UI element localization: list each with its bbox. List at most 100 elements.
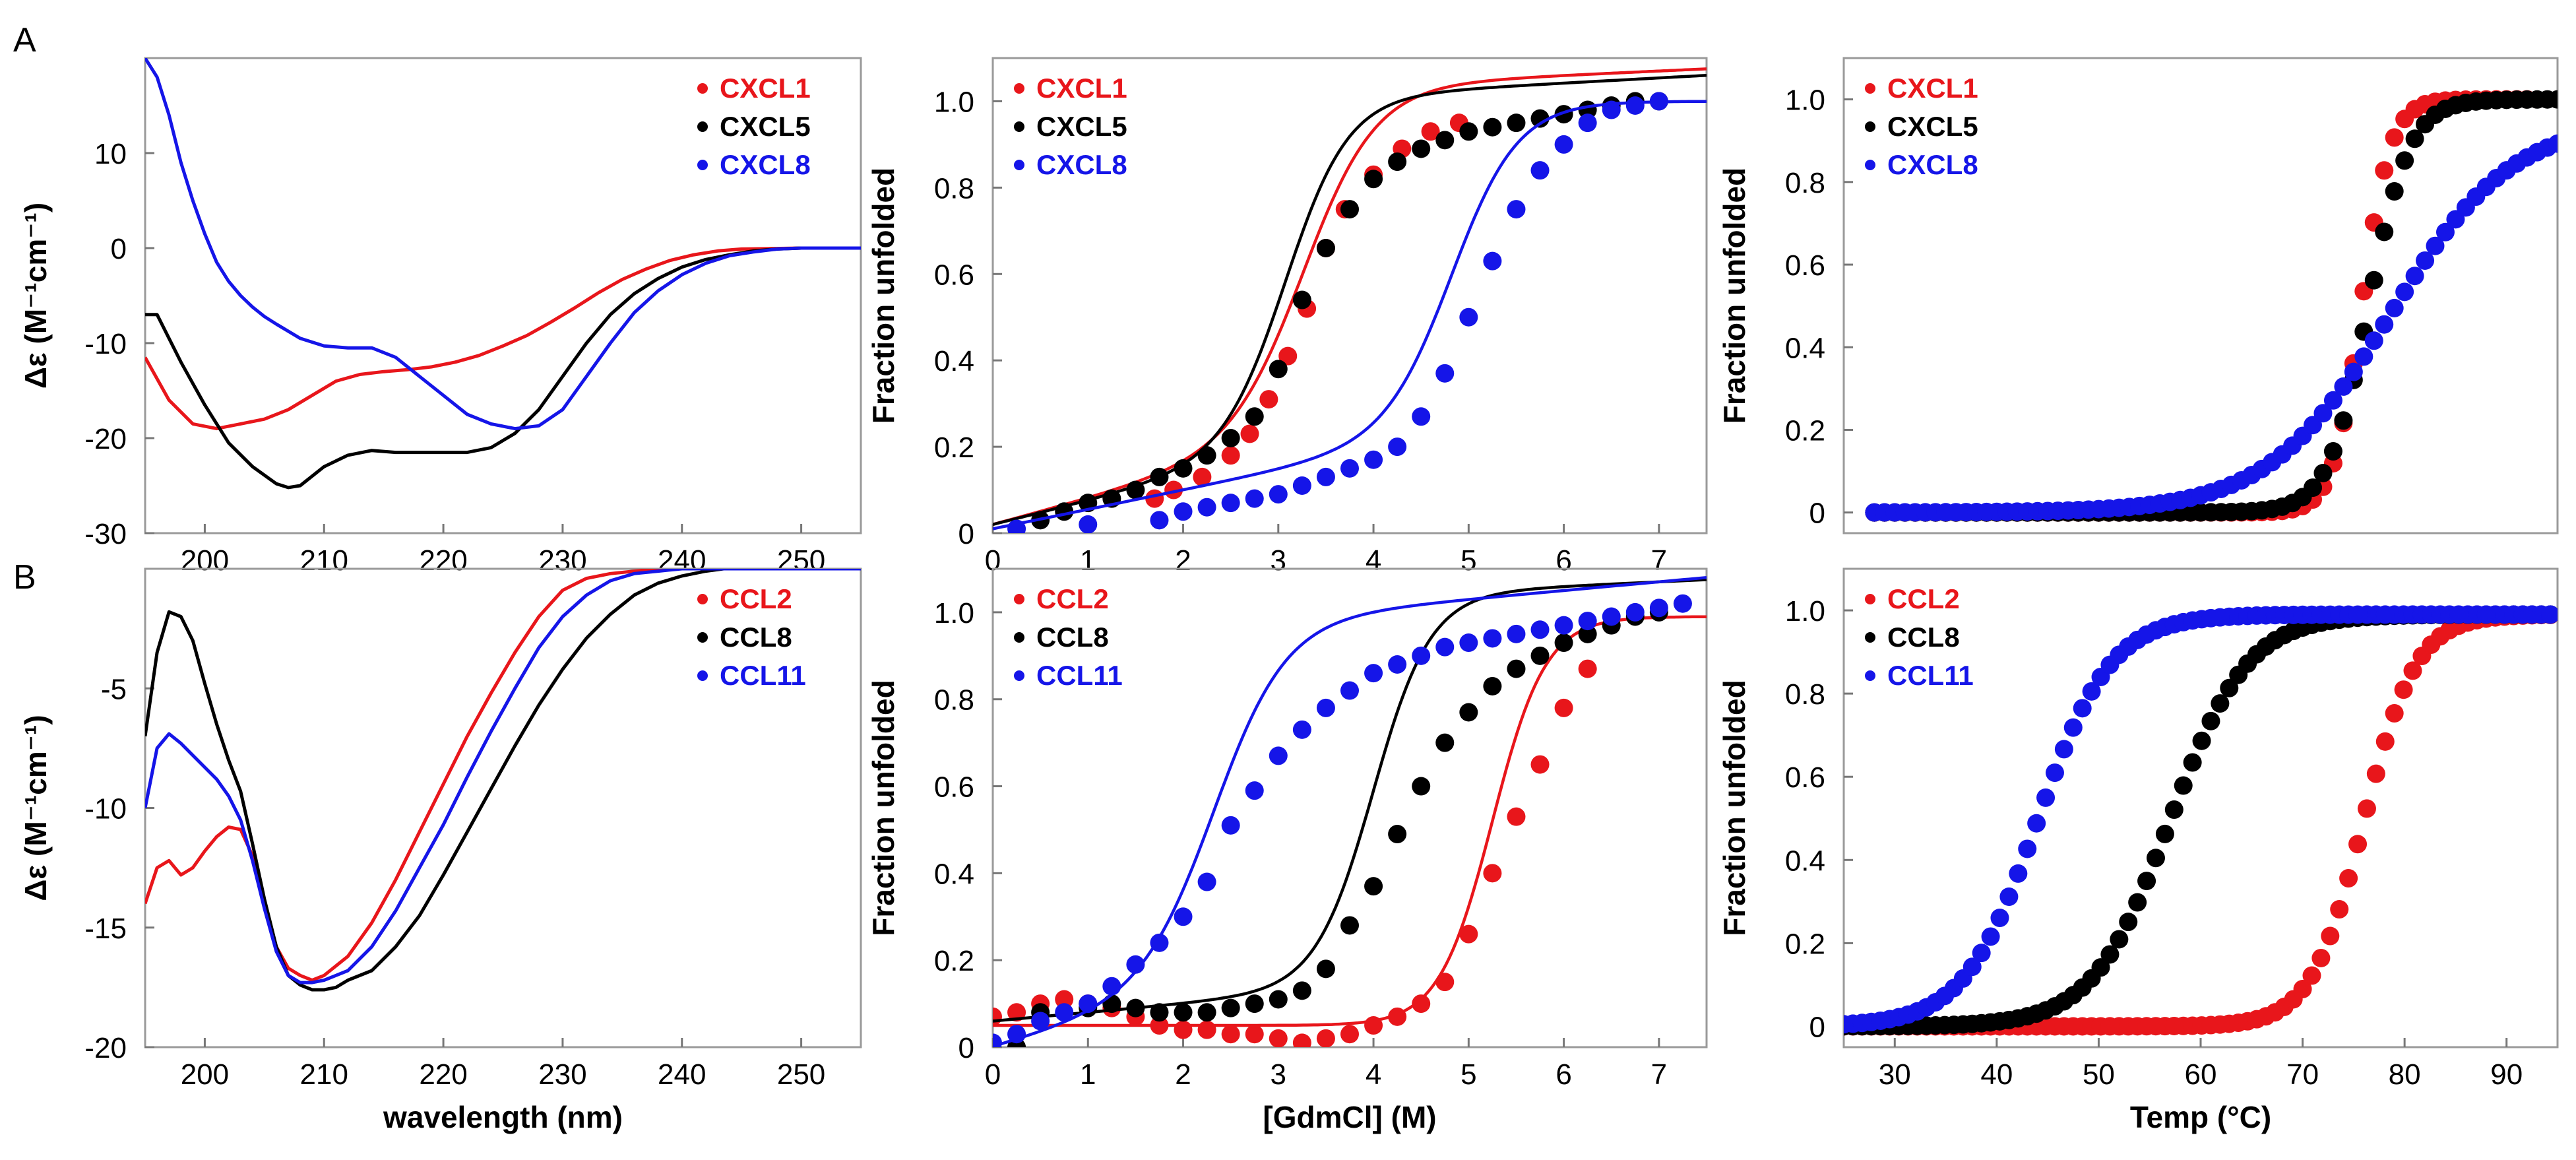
- data-point-cxcl1: [1259, 390, 1278, 409]
- data-point-ccl2: [1340, 1025, 1359, 1044]
- x-tick-label: 50: [2083, 1058, 2115, 1091]
- data-point-ccl8: [1316, 959, 1335, 979]
- y-tick-label: 1.0: [934, 597, 974, 629]
- data-point-cxcl8: [1245, 489, 1264, 508]
- data-point-cxcl8: [2344, 362, 2363, 381]
- data-point-cxcl8: [2548, 134, 2558, 153]
- data-point-cxcl8: [1221, 494, 1240, 513]
- data-point-ccl2: [2366, 764, 2385, 783]
- data-point-ccl11: [1578, 612, 1597, 631]
- data-point-cxcl5: [1316, 239, 1335, 257]
- data-point-cxcl8: [1649, 92, 1668, 111]
- plot-frame: [144, 57, 862, 534]
- data-point-ccl2: [1459, 924, 1478, 944]
- x-tick-label: 200: [181, 1058, 229, 1091]
- data-point-ccl8: [2183, 753, 2202, 772]
- legend-label-ccl8: CCL8: [1036, 622, 1109, 653]
- data-point-ccl11: [2045, 763, 2064, 783]
- data-point-cxcl8: [2354, 347, 2373, 366]
- data-point-ccl8: [1412, 777, 1431, 796]
- data-point-ccl8: [1292, 981, 1311, 1000]
- data-point-ccl8: [2119, 913, 2138, 932]
- data-point-cxcl8: [1007, 519, 1026, 533]
- data-point-ccl8: [1340, 916, 1359, 935]
- y-tick-label: -5: [101, 673, 127, 705]
- x-tick-label: 6: [1555, 544, 1571, 577]
- data-point-cxcl8: [1483, 251, 1502, 271]
- data-point-ccl8: [2192, 731, 2211, 750]
- x-tick-label: 210: [300, 1058, 348, 1091]
- data-point-ccl11: [1412, 646, 1431, 665]
- data-point-ccl11: [1174, 907, 1193, 926]
- data-point-cxcl8: [1459, 307, 1478, 327]
- x-tick-label: 1: [1080, 544, 1096, 577]
- data-point-ccl11: [2009, 864, 2028, 883]
- data-point-cxcl1: [1164, 480, 1183, 499]
- data-point-cxcl8: [1625, 96, 1645, 115]
- data-point-ccl2: [1150, 1016, 1169, 1035]
- x-tick-label: 1: [1080, 1058, 1096, 1091]
- y-tick-label: -10: [84, 328, 127, 360]
- data-point-ccl11: [1292, 720, 1311, 739]
- data-point-ccl2: [2385, 704, 2404, 723]
- data-point-ccl8: [2091, 958, 2110, 977]
- data-point-cxcl5: [2395, 151, 2414, 170]
- data-point-ccl8: [1102, 994, 1121, 1014]
- x-tick-label: 200: [181, 544, 229, 577]
- chart-A3: 0 0.2 0.4 0.6 0.8 1.0 Fraction unfolded CXCL1 CX…: [1717, 57, 2559, 534]
- data-point-ccl8: [1245, 994, 1264, 1014]
- data-point-ccl8: [2110, 930, 2129, 949]
- data-point-ccl8: [2100, 945, 2120, 964]
- data-point-ccl11: [1673, 594, 1692, 613]
- data-point-cxcl8: [1507, 200, 1526, 219]
- y-tick-label: 0.8: [934, 172, 974, 205]
- y-tick-label: 0.2: [1785, 414, 1825, 447]
- data-point-cxcl5: [2405, 129, 2424, 148]
- data-point-ccl2: [1530, 755, 1550, 774]
- data-point-cxcl5: [1174, 459, 1193, 478]
- data-point-cxcl5: [1388, 152, 1407, 172]
- data-point-ccl11: [1649, 598, 1668, 618]
- data-point-ccl11: [1269, 746, 1288, 765]
- y-tick-label: 0: [1809, 498, 1825, 530]
- data-point-cxcl5: [2323, 442, 2342, 461]
- data-point-ccl8: [2201, 711, 2220, 730]
- data-point-cxcl1: [1193, 467, 1212, 486]
- data-point-ccl11: [1602, 607, 1621, 626]
- x-tick-label: 0: [985, 1058, 1001, 1091]
- data-point-ccl2: [1174, 1020, 1193, 1039]
- data-point-ccl11: [2082, 682, 2101, 701]
- data-point-ccl8: [1388, 825, 1407, 844]
- data-point-ccl2: [1364, 1016, 1383, 1035]
- data-point-ccl11: [1340, 681, 1359, 700]
- data-point-ccl8: [1507, 659, 1526, 678]
- data-point-cxcl5: [1364, 170, 1383, 189]
- series-line-cxcl1: [145, 246, 861, 431]
- data-point-ccl11: [1221, 816, 1240, 835]
- plot-frame: [991, 567, 1708, 1048]
- data-point-ccl11: [1507, 624, 1526, 643]
- data-point-cxcl5: [1221, 429, 1240, 447]
- y-tick-label: -20: [84, 423, 127, 455]
- data-point-ccl8: [1197, 1003, 1216, 1022]
- data-point-ccl2: [2311, 948, 2331, 967]
- data-point-ccl11: [1102, 977, 1121, 996]
- data-point-cxcl8: [1530, 161, 1550, 180]
- legend-marker-ccl2: [1865, 594, 1875, 604]
- y-tick-label: 0: [111, 233, 127, 265]
- x-tick-label: 250: [777, 544, 825, 577]
- series-line-cxcl5: [145, 246, 861, 490]
- plot-area: [993, 67, 1707, 533]
- data-point-ccl2: [2375, 732, 2395, 751]
- chart-B1: 200 210 220 230 240 250 -20 -15 -10 -5 Δε (M⁻¹cm⁻¹…: [18, 567, 862, 1134]
- x-tick-label: 2: [1175, 1058, 1191, 1091]
- legend-label-cxcl8: CXCL8: [1887, 149, 1978, 180]
- data-point-cxcl8: [1340, 459, 1359, 478]
- fit-line-cxcl5: [993, 73, 1707, 527]
- data-point-ccl11: [2018, 839, 2037, 858]
- x-tick-label: 30: [1879, 1058, 1911, 1091]
- data-point-ccl2: [1055, 990, 1074, 1009]
- y-axis-label: Fraction unfolded: [866, 168, 900, 424]
